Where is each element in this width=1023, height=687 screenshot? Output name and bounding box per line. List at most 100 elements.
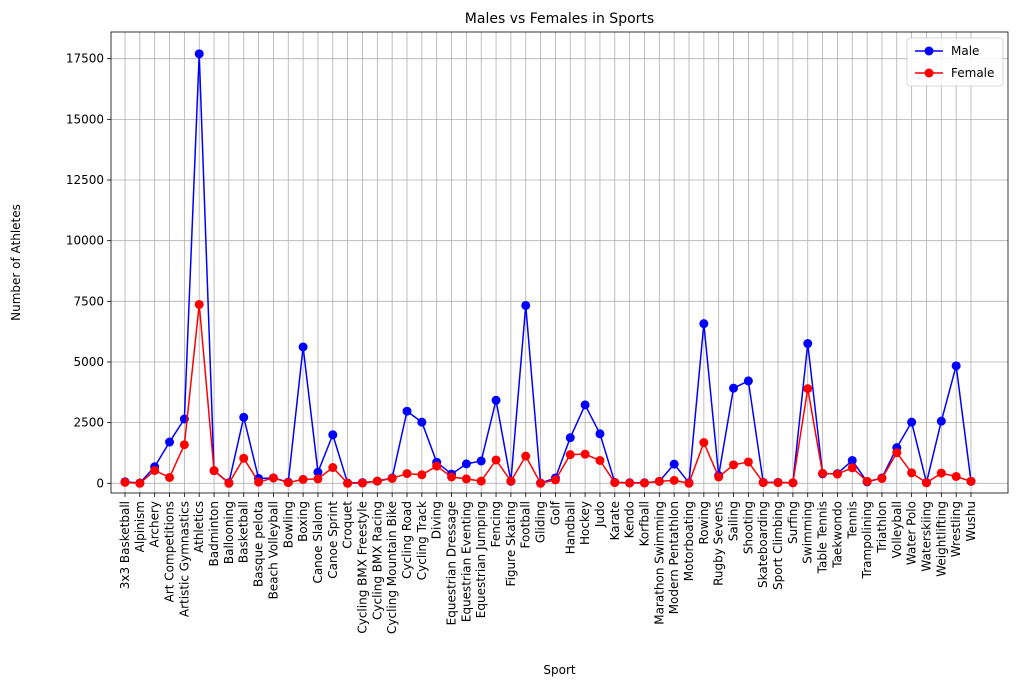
x-tick-label: Fencing bbox=[489, 501, 503, 547]
x-tick-label: Equestrian Jumping bbox=[474, 501, 488, 618]
x-tick-label: Hockey bbox=[578, 501, 592, 545]
female-point bbox=[506, 476, 516, 486]
x-tick-label: Alpinism bbox=[133, 501, 147, 552]
male-point bbox=[328, 430, 338, 440]
male-point bbox=[803, 339, 813, 349]
x-tick-label: Artistic Gymnastics bbox=[177, 501, 191, 617]
male-point bbox=[669, 459, 679, 469]
female-point bbox=[565, 450, 575, 460]
x-tick-label: Beach Volleyball bbox=[266, 501, 280, 599]
female-point bbox=[966, 476, 976, 486]
male-point bbox=[491, 395, 501, 405]
female-point bbox=[862, 476, 872, 486]
female-point bbox=[536, 478, 546, 488]
female-point bbox=[773, 478, 783, 488]
x-tick-label: Football bbox=[519, 501, 533, 549]
female-point bbox=[343, 478, 353, 488]
x-tick-label: 3x3 Basketball bbox=[118, 501, 132, 589]
female-point bbox=[387, 473, 397, 483]
male-point bbox=[298, 342, 308, 352]
female-point bbox=[877, 473, 887, 483]
x-tick-label: Ballooning bbox=[222, 501, 236, 564]
legend-marker-female bbox=[924, 68, 934, 78]
female-point bbox=[610, 478, 620, 488]
y-axis-title: Number of Athletes bbox=[9, 204, 23, 321]
female-point bbox=[254, 477, 264, 487]
female-point bbox=[758, 478, 768, 488]
x-tick-label: Canoe Sprint bbox=[326, 501, 340, 579]
male-point bbox=[476, 456, 486, 466]
legend-marker-male bbox=[924, 46, 934, 56]
legend: Male Female bbox=[906, 37, 1004, 87]
female-point bbox=[313, 474, 323, 484]
female-point bbox=[625, 478, 635, 488]
x-tick-label: Weightlifting bbox=[934, 501, 948, 577]
female-point bbox=[239, 453, 249, 463]
x-tick-label: Figure Skating bbox=[504, 501, 518, 586]
y-tick-label: 5000 bbox=[73, 355, 104, 369]
male-point bbox=[743, 376, 753, 386]
male-point bbox=[565, 433, 575, 443]
female-point bbox=[432, 461, 442, 471]
female-point bbox=[743, 457, 753, 467]
x-tick-label: Cycling Road bbox=[400, 501, 414, 579]
female-point bbox=[669, 475, 679, 485]
female-point bbox=[268, 473, 278, 483]
male-point bbox=[936, 416, 946, 426]
x-tick-label: Swimming bbox=[801, 501, 815, 564]
female-point bbox=[847, 463, 857, 473]
x-tick-label: Sailing bbox=[727, 501, 741, 541]
female-line bbox=[124, 303, 972, 485]
x-tick-label: Sport Climbing bbox=[771, 501, 785, 590]
x-tick-label: Motorboating bbox=[682, 501, 696, 581]
female-point bbox=[417, 470, 427, 480]
female-point bbox=[135, 478, 145, 488]
female-point bbox=[224, 478, 234, 488]
x-tick-label: Archery bbox=[148, 501, 162, 548]
x-tick-label: Croquet bbox=[341, 501, 355, 549]
x-tick-label: Art Competitions bbox=[163, 501, 177, 602]
male-point bbox=[951, 361, 961, 371]
female-point bbox=[372, 476, 382, 486]
female-point bbox=[951, 472, 961, 481]
x-tick-label: Shooting bbox=[741, 501, 755, 554]
x-tick-label: Taekwondo bbox=[830, 501, 844, 569]
female-point bbox=[491, 455, 501, 465]
x-tick-label: Cycling Track bbox=[415, 501, 429, 580]
male-point bbox=[402, 406, 412, 416]
x-tick-label: Surfing bbox=[786, 501, 800, 544]
male-point bbox=[595, 429, 605, 439]
x-tick-label: Korfball bbox=[637, 501, 651, 546]
x-tick-label: Trampolining bbox=[860, 501, 874, 579]
x-tick-label: Wushu bbox=[964, 501, 978, 542]
male-point bbox=[194, 49, 204, 59]
x-tick-label: Bowling bbox=[281, 501, 295, 548]
x-tick-label: Water Polo bbox=[905, 501, 919, 565]
female-point bbox=[699, 438, 709, 448]
y-tick-label: 0 bbox=[96, 476, 104, 490]
x-tick-label: Marathon Swimming bbox=[652, 501, 666, 625]
series-layer bbox=[120, 49, 976, 488]
x-tick-label: Basque pelota bbox=[252, 501, 266, 587]
x-tick-label: Skateboarding bbox=[756, 501, 770, 588]
x-tick-label: Boxing bbox=[296, 501, 310, 542]
x-tick-label: Karate bbox=[608, 501, 622, 540]
x-tick-label: Kendo bbox=[623, 501, 637, 538]
female-point bbox=[907, 468, 917, 478]
y-tick-label: 15000 bbox=[66, 112, 104, 126]
female-point bbox=[639, 478, 649, 488]
x-tick-label: Modern Pentathlon bbox=[667, 501, 681, 614]
x-tick-label: Equestrian Eventing bbox=[459, 501, 473, 622]
female-point bbox=[298, 474, 308, 484]
female-point bbox=[818, 468, 828, 478]
y-tick-label: 10000 bbox=[66, 234, 104, 248]
x-tick-label: Wrestling bbox=[949, 501, 963, 557]
female-point bbox=[788, 478, 798, 488]
female-point bbox=[580, 449, 590, 459]
female-point bbox=[550, 475, 560, 485]
male-point bbox=[729, 383, 739, 393]
chart-title: Males vs Females in Sports bbox=[465, 11, 654, 27]
y-tick-label: 2500 bbox=[73, 416, 104, 430]
female-point bbox=[461, 474, 471, 484]
